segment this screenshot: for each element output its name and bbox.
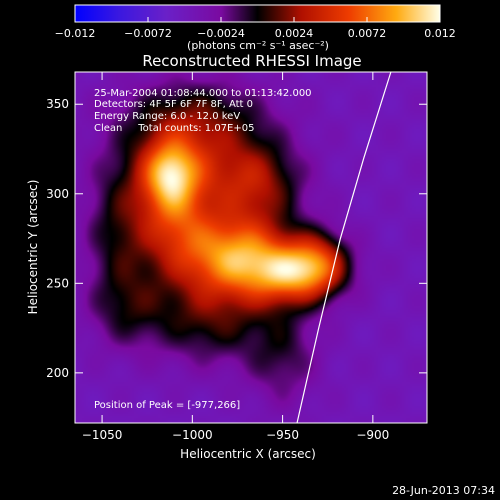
colorbar-tick-label: −0.012 xyxy=(55,27,96,40)
info-annotations: 25-Mar-2004 01:08:44.000 to 01:13:42.000… xyxy=(94,88,312,134)
colorbar-tick-label: 0.012 xyxy=(424,27,456,40)
colorbar xyxy=(74,4,441,23)
y-tick-label: 200 xyxy=(46,366,69,380)
x-axis-ticks: −1050 −1000 −950 −900 xyxy=(82,72,389,442)
colorbar-tick-label: 0.0024 xyxy=(275,27,314,40)
annotation-detectors: Detectors: 4F 5F 6F 7F 8F, Att 0 xyxy=(94,99,253,110)
x-tick-label: −1000 xyxy=(172,428,213,442)
y-tick-label: 250 xyxy=(46,276,69,290)
y-tick-label: 350 xyxy=(46,97,69,111)
annotation-time-range: 25-Mar-2004 01:08:44.000 to 01:13:42.000 xyxy=(94,88,312,99)
colorbar-units: (photons cm⁻² s⁻¹ asec⁻²) xyxy=(187,39,329,52)
annotation-clean-counts: Clean Total counts: 1.07E+05 xyxy=(94,123,254,134)
x-tick-label: −950 xyxy=(266,428,299,442)
plot-frame xyxy=(74,71,428,424)
y-axis-label: Heliocentric Y (arcsec) xyxy=(26,180,40,315)
x-tick-label: −900 xyxy=(356,428,389,442)
colorbar-tick-label: 0.0072 xyxy=(348,27,387,40)
solar-limb-curve xyxy=(296,72,392,423)
annotation-energy-range: Energy Range: 6.0 - 12.0 keV xyxy=(94,111,240,122)
peak-position-label: Position of Peak = [-977,266] xyxy=(94,400,240,411)
heatmap-image xyxy=(75,72,427,423)
chart-title: Reconstructed RHESSI Image xyxy=(142,52,361,70)
colorbar-ticks: −0.012 −0.0072 −0.0024 0.0024 0.0072 0.012 xyxy=(55,17,456,40)
footer-timestamp: 28-Jun-2013 07:34 xyxy=(392,484,495,497)
x-tick-label: −1050 xyxy=(82,428,123,442)
y-tick-label: 300 xyxy=(46,187,69,201)
x-axis-label: Heliocentric X (arcsec) xyxy=(180,447,316,461)
y-axis-ticks: 200 250 300 350 xyxy=(46,97,427,380)
colorbar-tick-label: −0.0024 xyxy=(197,27,245,40)
colorbar-tick-label: −0.0072 xyxy=(124,27,172,40)
